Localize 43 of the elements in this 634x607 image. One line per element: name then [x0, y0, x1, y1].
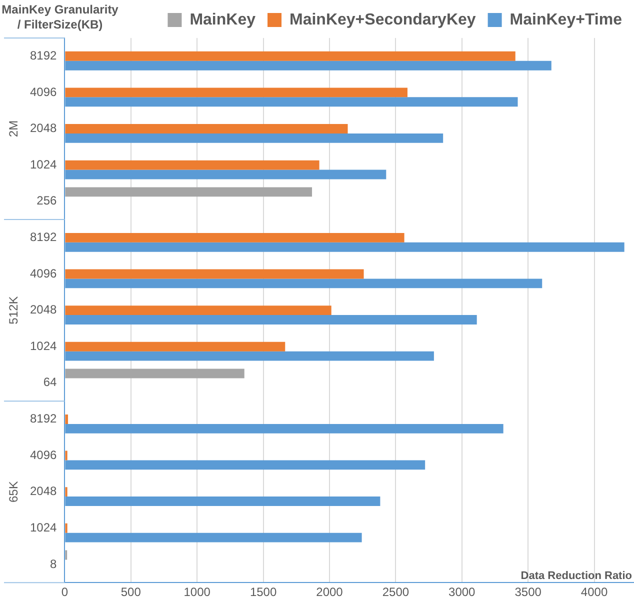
bar [65, 187, 312, 197]
bar [65, 269, 364, 279]
text: 512K [6, 296, 20, 324]
y-tick-label: 8192 [30, 230, 58, 244]
x-axis-title: Data Reduction Ratio [520, 570, 632, 582]
y-tick-label: 4096 [30, 84, 58, 99]
legend-label: MainKey [190, 11, 256, 28]
x-tick-label: 3500 [514, 585, 542, 600]
y-tick-label: 2048 [30, 121, 58, 136]
bar [65, 414, 68, 424]
bar [65, 160, 320, 170]
bar [65, 124, 348, 134]
x-tick-label: 1500 [250, 585, 277, 600]
y-tick-label: 2048 [30, 484, 58, 498]
x-tick-label: 3000 [448, 585, 476, 600]
y-tick-label: 1024 [30, 520, 58, 534]
bar [65, 342, 286, 352]
bar [65, 306, 332, 316]
y-tick-label: 8 [50, 556, 58, 571]
text: 65K [6, 481, 20, 503]
legend-label: MainKey+SecondaryKey [290, 11, 476, 28]
x-tick-label: 4000 [580, 585, 608, 600]
text: 2M [6, 120, 20, 138]
y-tick-label: 4096 [30, 266, 58, 280]
x-tick-label: 0 [61, 585, 68, 600]
x-tick-label: 1000 [184, 585, 211, 600]
x-tick-label: 2000 [316, 585, 344, 600]
bar [65, 88, 408, 98]
bar [65, 232, 404, 242]
bar [65, 51, 516, 61]
y-tick-label: 1024 [30, 338, 58, 353]
y-tick-label: 4096 [30, 448, 58, 462]
x-tick-label: 500 [120, 585, 142, 600]
y-tick-label: 8192 [30, 48, 58, 62]
y-tick-label: 64 [43, 375, 58, 390]
y-tick-label: 1024 [30, 157, 58, 172]
y-tick-label: 8192 [30, 412, 58, 426]
y-tick-label: 256 [36, 194, 58, 208]
legend-label: MainKey+Time [510, 11, 622, 28]
x-tick-label: 2500 [382, 585, 410, 600]
y-axis-title: MainKey Granularity / FilterSize(KB) [2, 2, 119, 32]
y-tick-label: 2048 [30, 302, 58, 317]
bar [65, 368, 244, 378]
